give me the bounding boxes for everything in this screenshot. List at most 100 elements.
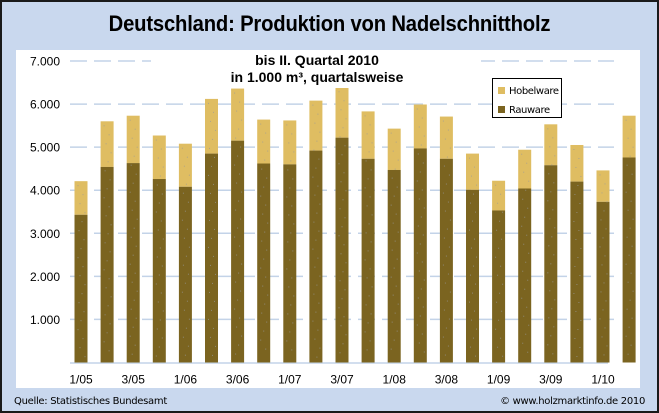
bar-texture-dot xyxy=(209,219,210,221)
bar-rauware xyxy=(570,181,584,363)
bar-texture-dot xyxy=(365,232,367,234)
bar-rauware xyxy=(622,157,636,363)
source-note: Quelle: Statistisches Bundesamt xyxy=(14,396,167,407)
bar-texture-dot xyxy=(442,264,444,266)
bar-texture-dot xyxy=(83,311,85,313)
bar-texture-dot xyxy=(264,231,266,233)
bar-texture-dot xyxy=(576,355,578,357)
bar-texture-dot xyxy=(550,191,552,193)
bar-texture-dot xyxy=(162,166,164,168)
bar-texture-dot xyxy=(528,324,530,326)
bar-hobelware xyxy=(387,128,401,170)
bar-texture-dot xyxy=(235,281,237,283)
bar-texture-dot xyxy=(370,169,372,171)
bar-texture-dot xyxy=(369,124,371,126)
bar-texture-dot xyxy=(265,276,267,278)
bar-texture-dot xyxy=(627,209,629,211)
bar-texture-dot xyxy=(264,159,266,161)
bar-texture-dot xyxy=(476,184,477,186)
bar-texture-dot xyxy=(473,265,474,267)
bar-texture-dot xyxy=(396,258,398,260)
bar-texture-dot xyxy=(158,346,160,348)
bar-hobelware xyxy=(309,100,323,151)
bar-texture-dot xyxy=(292,322,294,324)
bar-texture-dot xyxy=(364,331,366,333)
bar-texture-dot xyxy=(103,341,105,343)
bar-texture-dot xyxy=(497,274,499,276)
bar-texture-dot xyxy=(319,347,321,349)
bar-texture-dot xyxy=(446,228,448,230)
bar-texture-dot xyxy=(81,293,83,295)
bar-texture-dot xyxy=(553,326,555,328)
bar-texture-dot xyxy=(188,318,190,320)
bar-hobelware xyxy=(74,181,88,215)
bar-texture-dot xyxy=(262,141,264,143)
bar-texture-dot xyxy=(395,285,397,287)
bar-texture-dot xyxy=(290,232,292,234)
bar-texture-dot xyxy=(473,337,474,339)
bar-texture-dot xyxy=(418,342,420,344)
bar-texture-dot xyxy=(317,257,319,259)
bar-hobelware xyxy=(622,115,636,158)
bar-texture-dot xyxy=(104,170,106,172)
bar-texture-dot xyxy=(576,283,578,285)
bar-texture-dot xyxy=(470,274,471,276)
bar-texture-dot xyxy=(549,290,551,292)
bar-texture-dot xyxy=(181,147,183,149)
bar-texture-dot xyxy=(600,291,602,293)
bar-texture-dot xyxy=(264,303,266,305)
bar-texture-dot xyxy=(107,233,109,235)
bar-texture-dot xyxy=(212,210,213,212)
bar-texture-dot xyxy=(235,209,237,211)
bar-texture-dot xyxy=(418,198,420,200)
bar-hobelware xyxy=(335,87,349,138)
bar-texture-dot xyxy=(471,247,472,249)
bar-texture-dot xyxy=(160,292,162,294)
bar-texture-dot xyxy=(82,194,84,196)
bar-texture-dot xyxy=(235,353,237,355)
bar-texture-dot xyxy=(502,283,504,285)
bar-texture-dot xyxy=(105,287,107,289)
bar-texture-dot xyxy=(319,131,321,133)
bar-texture-dot xyxy=(132,182,134,184)
bar-texture-dot xyxy=(396,330,398,332)
bar-texture-dot xyxy=(162,238,164,240)
bar-texture-dot xyxy=(521,153,523,155)
bar-texture-dot xyxy=(135,245,137,247)
bar-texture-dot xyxy=(208,246,209,248)
bar-texture-dot xyxy=(237,155,239,157)
bar-texture-dot xyxy=(211,309,212,311)
bar-texture-dot xyxy=(340,325,342,327)
bar-texture-dot xyxy=(262,213,264,215)
bar-texture-dot xyxy=(630,272,632,274)
bar-group-2-06 xyxy=(205,98,218,363)
bar-texture-dot xyxy=(267,222,269,224)
bar-texture-dot xyxy=(500,265,502,267)
bar-texture-dot xyxy=(499,292,501,294)
bar-texture-dot xyxy=(104,242,106,244)
bar-texture-dot xyxy=(444,138,446,140)
bar-texture-dot xyxy=(447,129,449,131)
bar-texture-dot xyxy=(79,203,81,205)
bar-texture-dot xyxy=(338,163,340,165)
bar-texture-dot xyxy=(495,328,497,330)
bar-texture-dot xyxy=(390,276,392,278)
bar-texture-dot xyxy=(445,183,447,185)
bar-texture-dot xyxy=(632,290,634,292)
bar-texture-dot xyxy=(548,245,550,247)
bar-texture-dot xyxy=(312,248,314,250)
bar-texture-dot xyxy=(292,250,294,252)
bar-texture-dot xyxy=(157,301,159,303)
bar-texture-dot xyxy=(629,155,631,157)
bar-texture-dot xyxy=(416,252,418,254)
bar-texture-dot xyxy=(315,167,317,169)
bar-texture-dot xyxy=(105,143,107,145)
bar-texture-dot xyxy=(286,196,288,198)
bar-texture-dot xyxy=(103,269,105,271)
bar-texture-dot xyxy=(212,354,213,356)
bar-texture-dot xyxy=(210,264,211,266)
x-axis-ticks: 1/05 3/05 1/06 3/06 1/07 3/07 1/08 3/08 1/09 3/09… xyxy=(69,373,615,387)
bar-texture-dot xyxy=(341,298,343,300)
bar-texture-dot xyxy=(159,319,161,321)
x-tick-label: 3/05 xyxy=(122,373,146,387)
